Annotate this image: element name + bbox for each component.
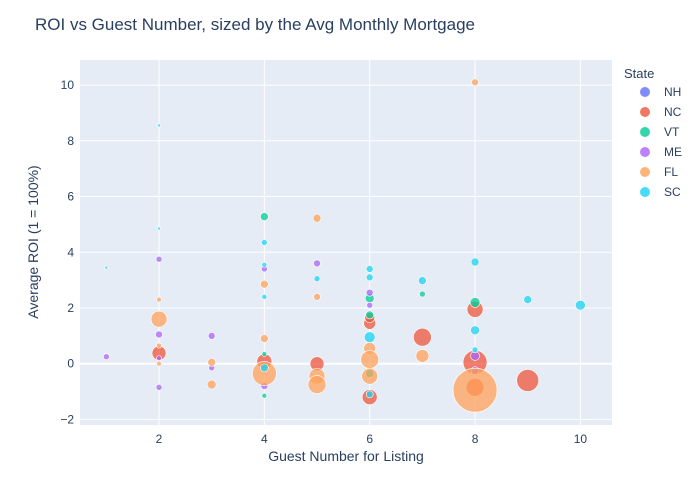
point-me[interactable] [207, 332, 216, 340]
legend-label-sc[interactable]: SC [664, 185, 681, 199]
legend-label-nh[interactable]: NH [664, 85, 681, 99]
point-me[interactable] [155, 255, 163, 263]
point-sc[interactable] [104, 265, 109, 270]
point-vt[interactable] [260, 212, 269, 221]
point-fl[interactable] [360, 350, 380, 369]
point-sc[interactable] [313, 275, 321, 283]
point-fl[interactable] [206, 379, 217, 390]
point-fl[interactable] [471, 78, 479, 87]
y-tick-label: 4 [67, 245, 74, 259]
point-nc[interactable] [413, 327, 432, 347]
point-sc[interactable] [470, 325, 480, 336]
point-sc[interactable] [470, 257, 480, 267]
point-fl[interactable] [156, 342, 162, 349]
legend-title: State [624, 66, 654, 81]
point-sc[interactable] [365, 273, 374, 282]
point-fl[interactable] [207, 358, 216, 367]
point-me[interactable] [155, 384, 163, 391]
y-tick-label: 8 [67, 134, 74, 148]
point-sc[interactable] [261, 261, 268, 268]
point-fl[interactable] [415, 349, 430, 363]
point-vt[interactable] [365, 310, 375, 320]
x-tick-label: 6 [366, 432, 373, 446]
y-axis-ticks: −2 0 2 4 6 8 10 [60, 78, 74, 426]
legend-marker-fl[interactable] [640, 167, 650, 177]
point-fl[interactable] [361, 367, 379, 385]
series-sc[interactable] [104, 123, 586, 399]
legend: State NH NC VT ME FL SC [624, 66, 682, 199]
point-sc[interactable] [365, 265, 374, 273]
point-me[interactable] [155, 330, 163, 339]
x-axis-title: Guest Number for Listing [268, 448, 424, 464]
point-sc[interactable] [365, 390, 374, 399]
point-vt[interactable] [261, 392, 268, 399]
point-fl[interactable] [260, 279, 269, 289]
legend-marker-nc[interactable] [640, 107, 650, 117]
point-sc[interactable] [261, 294, 268, 300]
point-fl[interactable] [313, 293, 321, 301]
point-sc[interactable] [523, 295, 533, 304]
point-fl[interactable] [156, 360, 162, 367]
point-fl[interactable] [307, 375, 327, 394]
point-sc[interactable] [575, 299, 586, 311]
point-fl[interactable] [260, 334, 269, 343]
point-fl[interactable] [312, 213, 322, 223]
series-fl[interactable] [150, 78, 498, 413]
chart-title: ROI vs Guest Number, sized by the Avg Mo… [35, 15, 475, 34]
grid-lines [80, 60, 612, 425]
point-vt[interactable] [419, 290, 426, 298]
point-sc[interactable] [157, 123, 161, 128]
point-sc[interactable] [157, 226, 161, 231]
point-sc[interactable] [471, 346, 479, 354]
point-me[interactable] [103, 353, 110, 361]
point-sc[interactable] [363, 331, 376, 344]
point-sc[interactable] [261, 239, 268, 246]
legend-marker-vt[interactable] [640, 127, 650, 137]
legend-marker-me[interactable] [640, 147, 650, 157]
legend-marker-nh[interactable] [640, 87, 650, 97]
legend-marker-sc[interactable] [640, 187, 650, 197]
point-vt[interactable] [261, 351, 268, 357]
y-tick-label: 6 [67, 190, 74, 204]
legend-label-me[interactable]: ME [664, 145, 682, 159]
point-fl[interactable] [150, 310, 168, 328]
legend-label-nc[interactable]: NC [664, 105, 682, 119]
series-me[interactable] [103, 255, 480, 391]
point-fl[interactable] [156, 296, 162, 303]
y-tick-label: 10 [61, 78, 75, 92]
x-tick-label: 2 [156, 432, 163, 446]
data-points[interactable] [103, 78, 586, 413]
point-sc[interactable] [418, 276, 427, 285]
point-me[interactable] [156, 355, 162, 361]
point-fl[interactable] [252, 361, 277, 386]
y-tick-label: 2 [67, 301, 74, 315]
x-tick-label: 10 [574, 432, 588, 446]
point-fl[interactable] [452, 367, 498, 413]
point-nc[interactable] [516, 369, 540, 392]
point-vt[interactable] [469, 297, 481, 308]
point-sc[interactable] [260, 363, 269, 373]
y-tick-label: −2 [60, 412, 74, 426]
x-axis-ticks: 2 4 6 8 10 [156, 432, 588, 446]
y-axis-title: Average ROI (1 = 100%) [25, 165, 41, 318]
point-me[interactable] [313, 259, 321, 268]
y-tick-label: 0 [67, 357, 74, 371]
x-tick-label: 4 [261, 432, 268, 446]
legend-label-vt[interactable]: VT [664, 125, 680, 139]
point-me[interactable] [365, 288, 374, 297]
x-tick-label: 8 [472, 432, 479, 446]
point-me[interactable] [366, 301, 374, 309]
legend-label-fl[interactable]: FL [664, 165, 678, 179]
